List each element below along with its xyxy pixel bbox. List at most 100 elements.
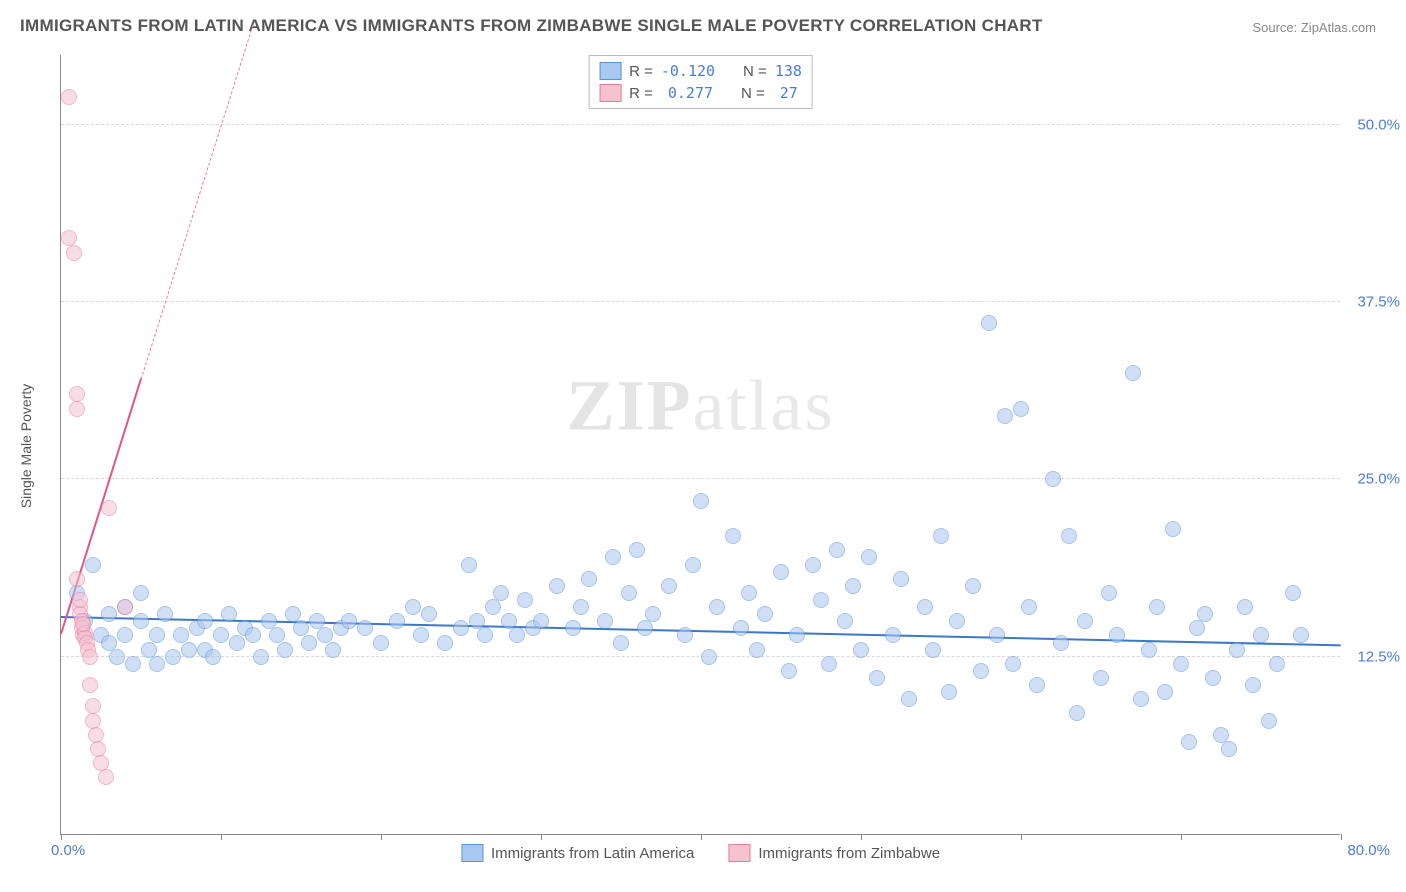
data-point bbox=[205, 649, 221, 665]
data-point bbox=[1221, 741, 1237, 757]
data-point bbox=[149, 656, 165, 672]
data-point bbox=[277, 642, 293, 658]
swatch-series-1 bbox=[599, 62, 621, 80]
data-point bbox=[533, 613, 549, 629]
data-point bbox=[709, 599, 725, 615]
x-tick bbox=[1181, 834, 1182, 840]
legend-row-series-1: R = -0.120 N = 138 bbox=[599, 60, 802, 82]
data-point bbox=[861, 549, 877, 565]
data-point bbox=[389, 613, 405, 629]
data-point bbox=[837, 613, 853, 629]
data-point bbox=[1109, 627, 1125, 643]
data-point bbox=[1165, 521, 1181, 537]
data-point bbox=[989, 627, 1005, 643]
data-point bbox=[1021, 599, 1037, 615]
data-point bbox=[325, 642, 341, 658]
data-point bbox=[357, 620, 373, 636]
data-point bbox=[373, 635, 389, 651]
data-point bbox=[101, 500, 117, 516]
data-point bbox=[1173, 656, 1189, 672]
data-point bbox=[693, 493, 709, 509]
data-point bbox=[893, 571, 909, 587]
data-point bbox=[1069, 705, 1085, 721]
data-point bbox=[75, 616, 91, 632]
data-point bbox=[133, 585, 149, 601]
x-tick bbox=[61, 834, 62, 840]
data-point bbox=[301, 635, 317, 651]
watermark: ZIPatlas bbox=[567, 364, 835, 447]
data-point bbox=[1053, 635, 1069, 651]
data-point bbox=[949, 613, 965, 629]
x-tick bbox=[541, 834, 542, 840]
legend-item-series-2: Immigrants from Zimbabwe bbox=[728, 844, 940, 862]
data-point bbox=[853, 642, 869, 658]
data-point bbox=[965, 578, 981, 594]
data-point bbox=[1093, 670, 1109, 686]
data-point bbox=[1005, 656, 1021, 672]
data-point bbox=[821, 656, 837, 672]
data-point bbox=[69, 571, 85, 587]
plot-area: ZIPatlas R = -0.120 N = 138 R = 0.277 N … bbox=[60, 55, 1340, 835]
data-point bbox=[69, 401, 85, 417]
y-tick-label: 37.5% bbox=[1357, 294, 1400, 311]
legend-correlation: R = -0.120 N = 138 R = 0.277 N = 27 bbox=[588, 55, 813, 109]
data-point bbox=[661, 578, 677, 594]
data-point bbox=[1261, 713, 1277, 729]
data-point bbox=[493, 585, 509, 601]
data-point bbox=[181, 642, 197, 658]
data-point bbox=[741, 585, 757, 601]
data-point bbox=[82, 677, 98, 693]
data-point bbox=[477, 627, 493, 643]
data-point bbox=[757, 606, 773, 622]
legend-series: Immigrants from Latin America Immigrants… bbox=[461, 844, 940, 862]
data-point bbox=[869, 670, 885, 686]
data-point bbox=[133, 613, 149, 629]
data-point bbox=[413, 627, 429, 643]
data-point bbox=[157, 606, 173, 622]
data-point bbox=[605, 549, 621, 565]
gridline bbox=[61, 124, 1340, 125]
swatch-series-2 bbox=[728, 844, 750, 862]
x-tick bbox=[1021, 834, 1022, 840]
data-point bbox=[733, 620, 749, 636]
x-tick bbox=[861, 834, 862, 840]
data-point bbox=[1101, 585, 1117, 601]
data-point bbox=[341, 613, 357, 629]
data-point bbox=[637, 620, 653, 636]
data-point bbox=[997, 408, 1013, 424]
data-point bbox=[677, 627, 693, 643]
data-point bbox=[685, 557, 701, 573]
data-point bbox=[981, 315, 997, 331]
y-tick-label: 25.0% bbox=[1357, 471, 1400, 488]
data-point bbox=[597, 613, 613, 629]
data-point bbox=[1181, 734, 1197, 750]
data-point bbox=[509, 627, 525, 643]
x-tick bbox=[381, 834, 382, 840]
data-point bbox=[125, 656, 141, 672]
data-point bbox=[1269, 656, 1285, 672]
data-point bbox=[437, 635, 453, 651]
data-point bbox=[61, 89, 77, 105]
data-point bbox=[581, 571, 597, 587]
data-point bbox=[629, 542, 645, 558]
data-point bbox=[197, 613, 213, 629]
data-point bbox=[1077, 613, 1093, 629]
data-point bbox=[1141, 642, 1157, 658]
data-point bbox=[973, 663, 989, 679]
data-point bbox=[1189, 620, 1205, 636]
correlation-chart: IMMIGRANTS FROM LATIN AMERICA VS IMMIGRA… bbox=[10, 10, 1396, 882]
swatch-series-2 bbox=[599, 84, 621, 102]
data-point bbox=[461, 557, 477, 573]
data-point bbox=[925, 642, 941, 658]
data-point bbox=[485, 599, 501, 615]
data-point bbox=[1293, 627, 1309, 643]
legend-item-series-1: Immigrants from Latin America bbox=[461, 844, 694, 862]
data-point bbox=[781, 663, 797, 679]
data-point bbox=[845, 578, 861, 594]
data-point bbox=[917, 599, 933, 615]
x-tick bbox=[701, 834, 702, 840]
data-point bbox=[82, 649, 98, 665]
data-point bbox=[789, 627, 805, 643]
data-point bbox=[749, 642, 765, 658]
data-point bbox=[1061, 528, 1077, 544]
